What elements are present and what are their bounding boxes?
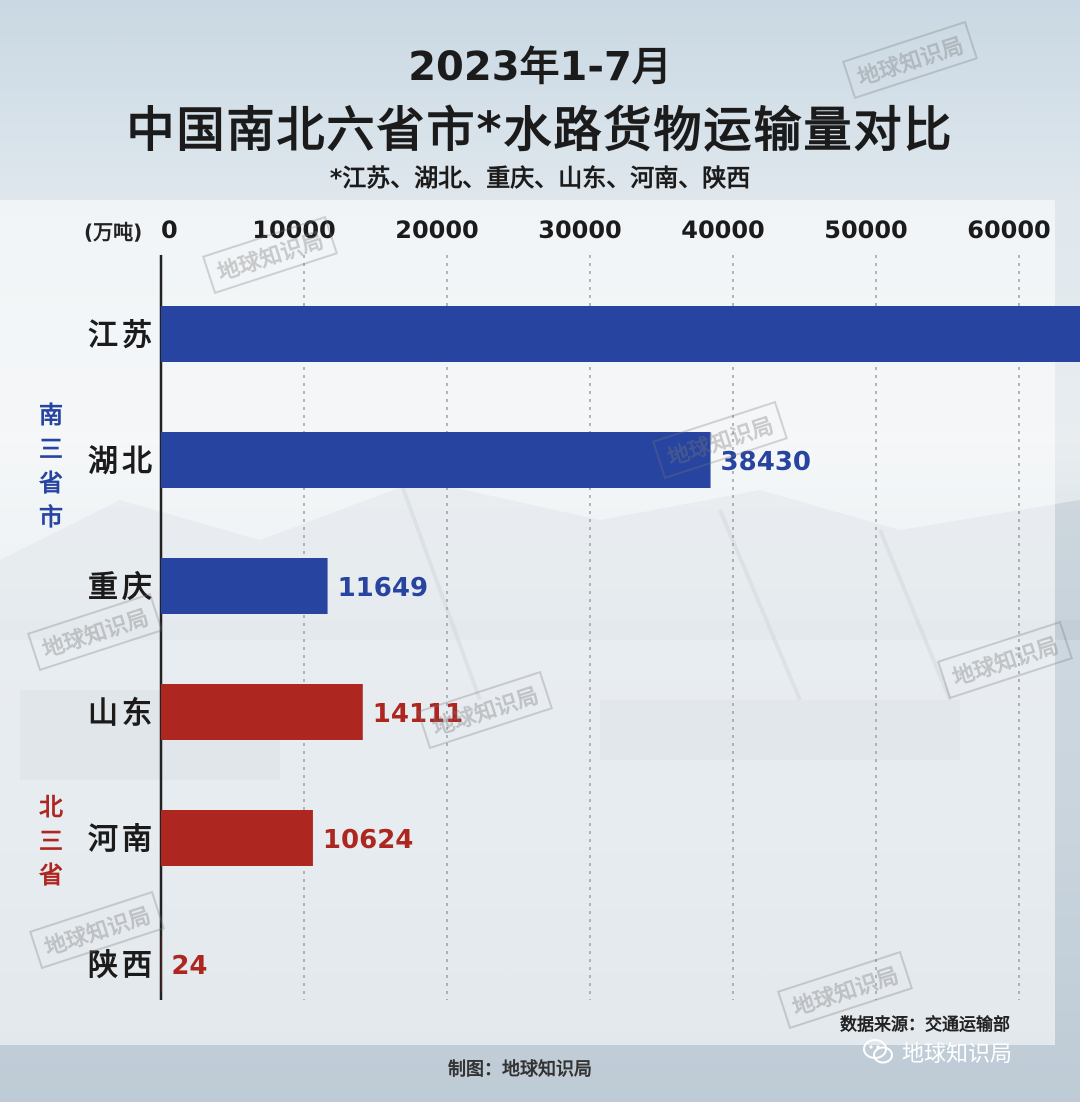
wechat-badge: 地球知识局 (862, 1036, 1012, 1068)
wechat-icon (863, 1039, 893, 1064)
bar (161, 810, 313, 866)
x-tick-label: 50000 (824, 216, 908, 244)
x-tick-label: 0 (161, 216, 178, 244)
chart-credit: 制图：地球知识局 (448, 1059, 592, 1080)
data-label: 11649 (338, 573, 428, 603)
category-label: 山东 (88, 696, 156, 731)
category-label: 河南 (88, 822, 156, 857)
category-label: 陕西 (88, 948, 156, 983)
data-label: 24 (171, 951, 207, 981)
wechat-account-name: 地球知识局 (902, 1042, 1013, 1067)
data-source: 数据来源：交通运输部 (840, 1015, 1010, 1035)
x-tick-label: 10000 (252, 216, 336, 244)
group-label-north: 北三省 (39, 793, 63, 889)
bar (161, 684, 363, 740)
x-tick-label: 40000 (681, 216, 765, 244)
group-label-south: 南三省市 (39, 401, 63, 531)
data-label: 14111 (373, 699, 463, 729)
bar (161, 306, 1080, 362)
data-label: 38430 (721, 447, 811, 477)
unit-label: (万吨) (84, 220, 143, 244)
chart-subtitle: *江苏、湖北、重庆、山东、河南、陕西 (329, 164, 751, 192)
category-label: 江苏 (88, 318, 156, 353)
data-label: 10624 (323, 825, 413, 855)
x-tick-label: 30000 (538, 216, 622, 244)
x-tick-label: 20000 (395, 216, 479, 244)
chart-title-line2: 中国南北六省市*水路货物运输量对比 (126, 102, 954, 158)
x-tick-label: 60000 (967, 216, 1051, 244)
chart-title-line1: 2023年1-7月 (408, 44, 672, 90)
category-label: 重庆 (88, 570, 156, 605)
category-label: 湖北 (88, 444, 156, 479)
bar (161, 432, 711, 488)
bar (161, 558, 328, 614)
